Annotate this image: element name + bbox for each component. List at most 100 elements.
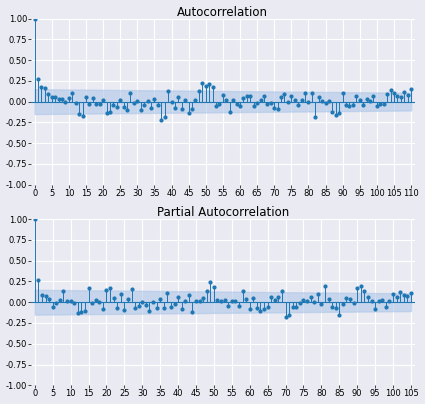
Point (67, 297, 74, 304)
Point (278, 94, 284, 100)
Point (314, 290, 321, 297)
Point (71, 299, 78, 306)
Point (254, 100, 261, 107)
Point (35, 76, 42, 82)
Point (278, 288, 285, 295)
Point (221, 297, 228, 303)
Point (274, 105, 281, 112)
Point (343, 295, 350, 301)
Point (349, 101, 356, 108)
Point (261, 306, 267, 312)
Point (291, 96, 298, 103)
Point (147, 105, 154, 112)
Point (404, 92, 411, 98)
Point (42, 85, 48, 92)
Point (372, 306, 379, 313)
Point (353, 93, 360, 99)
Point (93, 101, 99, 107)
Point (196, 88, 202, 94)
Point (96, 299, 103, 306)
Point (307, 294, 314, 301)
Point (120, 104, 127, 110)
Point (244, 93, 250, 99)
Point (144, 98, 151, 104)
Point (257, 97, 264, 103)
Point (286, 311, 292, 318)
Point (92, 297, 99, 304)
Point (182, 97, 189, 104)
Point (192, 97, 199, 104)
Point (311, 299, 317, 305)
Point (172, 105, 178, 111)
Point (375, 298, 382, 305)
Point (228, 298, 235, 304)
Point (165, 88, 172, 94)
Point (226, 109, 233, 115)
Point (38, 84, 45, 90)
Point (340, 300, 346, 307)
Point (404, 293, 411, 300)
Point (374, 103, 380, 109)
Point (117, 97, 124, 103)
Point (267, 99, 274, 106)
Point (347, 296, 354, 303)
Point (114, 304, 121, 311)
Point (96, 101, 103, 107)
Point (232, 297, 239, 304)
Point (157, 296, 164, 303)
Point (125, 296, 131, 302)
Point (365, 294, 371, 301)
Point (339, 90, 346, 96)
Title: Partial Autocorrelation: Partial Autocorrelation (157, 206, 289, 219)
Point (65, 95, 72, 101)
Point (48, 94, 55, 101)
Point (139, 299, 146, 305)
Point (408, 86, 414, 93)
Point (370, 93, 377, 99)
Point (185, 291, 192, 298)
Point (110, 102, 117, 108)
Point (302, 89, 309, 96)
Point (76, 111, 82, 117)
Point (361, 287, 368, 294)
Point (382, 304, 389, 311)
Point (322, 283, 329, 290)
Point (326, 98, 332, 104)
Point (196, 297, 203, 304)
Point (151, 96, 158, 103)
Point (272, 297, 278, 303)
Point (390, 291, 397, 297)
Point (243, 296, 249, 303)
Point (235, 303, 242, 309)
Point (225, 303, 232, 309)
Point (363, 95, 370, 102)
Point (207, 279, 214, 286)
Point (57, 297, 63, 303)
Point (350, 299, 357, 306)
Point (45, 91, 52, 97)
Point (35, 277, 42, 283)
Point (223, 97, 230, 103)
Point (202, 82, 209, 89)
Point (312, 114, 319, 120)
Point (289, 304, 296, 311)
Point (297, 299, 303, 306)
Point (264, 304, 271, 310)
Point (103, 286, 110, 293)
Point (336, 311, 343, 318)
Point (128, 286, 135, 293)
Point (284, 99, 291, 105)
Point (107, 285, 113, 291)
Title: Autocorrelation: Autocorrelation (177, 6, 268, 19)
Point (78, 309, 85, 316)
Point (31, 15, 38, 22)
Point (46, 296, 53, 302)
Point (288, 93, 295, 99)
Point (60, 288, 67, 295)
Point (261, 93, 267, 99)
Point (237, 102, 244, 109)
Point (219, 92, 226, 99)
Point (230, 97, 237, 103)
Point (200, 295, 207, 301)
Point (127, 90, 134, 96)
